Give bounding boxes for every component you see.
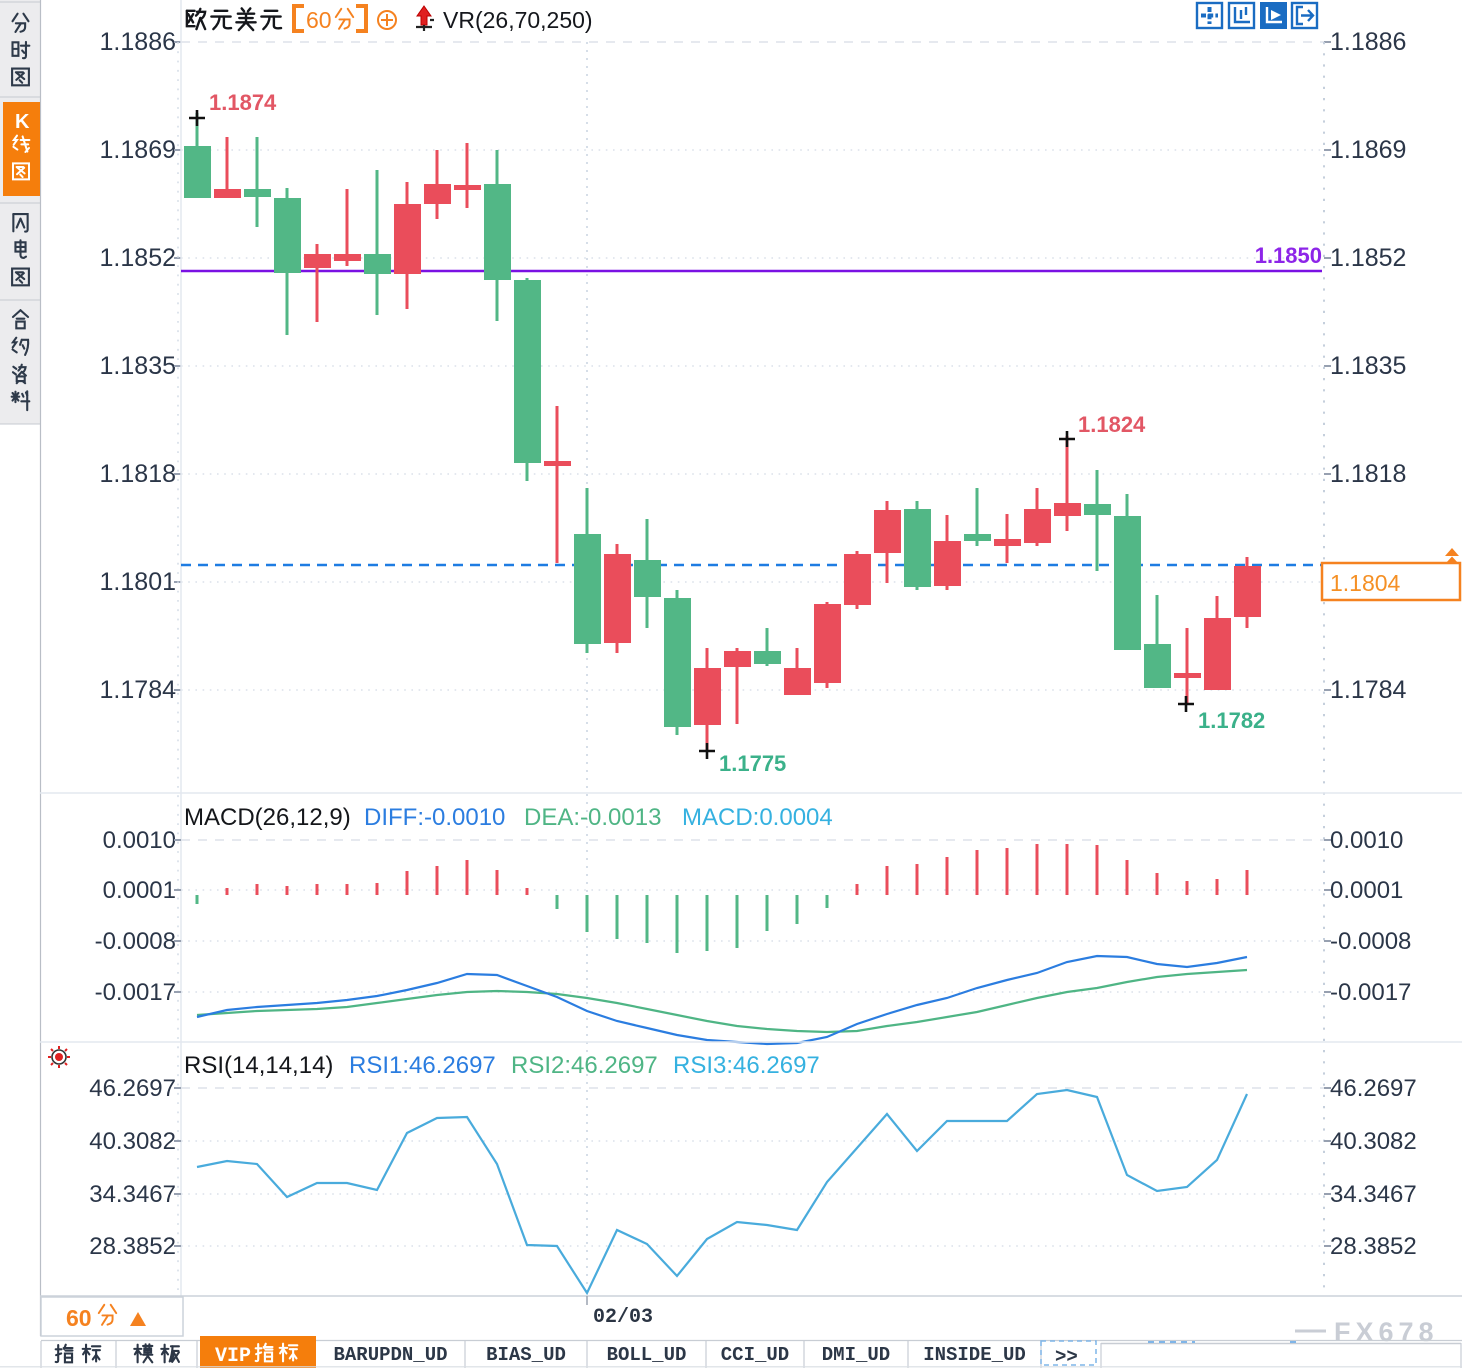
- svg-text:BIAS_UD: BIAS_UD: [486, 1344, 566, 1366]
- svg-text:DMI_UD: DMI_UD: [822, 1344, 890, 1366]
- svg-text:1.1804: 1.1804: [1330, 570, 1401, 596]
- svg-text:0.0001: 0.0001: [1330, 877, 1403, 904]
- svg-text:BOLL_UD: BOLL_UD: [607, 1344, 687, 1366]
- svg-text:VIP: VIP: [215, 1345, 251, 1368]
- svg-text:RSI(14,14,14): RSI(14,14,14): [184, 1052, 333, 1079]
- svg-text:34.3467: 34.3467: [1330, 1181, 1417, 1208]
- svg-text:46.2697: 46.2697: [89, 1075, 176, 1102]
- svg-text:1.1835: 1.1835: [1330, 352, 1406, 380]
- svg-text:BARUPDN_UD: BARUPDN_UD: [333, 1344, 447, 1366]
- svg-text:-0.0017: -0.0017: [95, 979, 176, 1006]
- svg-text:1.1775: 1.1775: [719, 751, 786, 776]
- svg-text:46.2697: 46.2697: [1330, 1075, 1417, 1102]
- svg-text:0.0001: 0.0001: [103, 877, 176, 904]
- svg-text:1.1886: 1.1886: [100, 28, 176, 56]
- svg-text:1.1886: 1.1886: [1330, 28, 1406, 56]
- svg-text:MACD:0.0004: MACD:0.0004: [682, 804, 833, 831]
- svg-text:RSI1:46.2697: RSI1:46.2697: [349, 1052, 496, 1079]
- svg-text:1.1782: 1.1782: [1198, 708, 1265, 733]
- svg-text:02/03: 02/03: [593, 1306, 653, 1329]
- svg-text:1.1852: 1.1852: [1330, 244, 1406, 272]
- svg-text:60: 60: [306, 7, 332, 33]
- svg-text:FX678: FX678: [1334, 1317, 1439, 1347]
- svg-text:60: 60: [66, 1305, 92, 1331]
- svg-text:>>: >>: [1055, 1346, 1078, 1368]
- svg-text:40.3082: 40.3082: [89, 1128, 176, 1155]
- svg-text:RSI3:46.2697: RSI3:46.2697: [673, 1052, 820, 1079]
- svg-text:0.0010: 0.0010: [1330, 827, 1403, 854]
- svg-text:40.3082: 40.3082: [1330, 1128, 1417, 1155]
- svg-text:RSI2:46.2697: RSI2:46.2697: [511, 1052, 658, 1079]
- svg-text:INSIDE_UD: INSIDE_UD: [923, 1344, 1026, 1366]
- svg-text:1.1784: 1.1784: [100, 676, 177, 704]
- svg-text:MACD(26,12,9): MACD(26,12,9): [184, 804, 351, 831]
- svg-text:VR(26,70,250): VR(26,70,250): [443, 7, 593, 33]
- svg-text:-0.0008: -0.0008: [1330, 928, 1411, 955]
- svg-text:-0.0008: -0.0008: [95, 928, 176, 955]
- svg-text:1.1784: 1.1784: [1330, 676, 1407, 704]
- svg-text:1.1869: 1.1869: [1330, 136, 1406, 164]
- svg-text:1.1824: 1.1824: [1078, 412, 1146, 437]
- svg-text:34.3467: 34.3467: [89, 1181, 176, 1208]
- svg-text:1.1835: 1.1835: [100, 352, 176, 380]
- svg-text:1.1852: 1.1852: [100, 244, 176, 272]
- svg-text:CCI_UD: CCI_UD: [721, 1344, 789, 1366]
- svg-text:1.1850: 1.1850: [1255, 243, 1322, 268]
- svg-text:-0.0017: -0.0017: [1330, 979, 1411, 1006]
- svg-text:1.1818: 1.1818: [100, 460, 176, 488]
- svg-text:1.1818: 1.1818: [1330, 460, 1406, 488]
- svg-text:K: K: [15, 111, 30, 133]
- svg-text:1.1874: 1.1874: [209, 90, 277, 115]
- svg-text:DEA:-0.0013: DEA:-0.0013: [524, 804, 661, 831]
- svg-text:0.0010: 0.0010: [103, 827, 176, 854]
- svg-text:1.1869: 1.1869: [100, 136, 176, 164]
- svg-text:DIFF:-0.0010: DIFF:-0.0010: [364, 804, 505, 831]
- svg-text:1.1801: 1.1801: [100, 568, 176, 596]
- svg-text:28.3852: 28.3852: [1330, 1233, 1417, 1260]
- svg-text:28.3852: 28.3852: [89, 1233, 176, 1260]
